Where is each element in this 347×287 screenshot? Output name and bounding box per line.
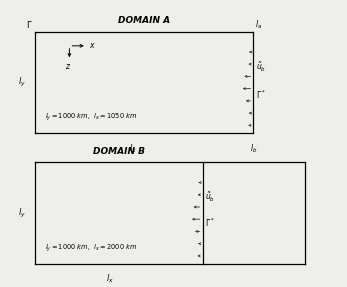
Text: $l_y = 1000$ km,  $l_x = 1050$ km: $l_y = 1000$ km, $l_x = 1050$ km (45, 112, 137, 123)
Text: $l_y$: $l_y$ (18, 76, 26, 89)
Text: $\Gamma^*$: $\Gamma^*$ (205, 217, 215, 230)
Text: $l_x$: $l_x$ (106, 273, 114, 285)
Text: DOMAIN A: DOMAIN A (118, 16, 170, 25)
Text: DOMAIN B: DOMAIN B (93, 147, 145, 156)
Text: $x$: $x$ (89, 41, 96, 50)
Text: $l_y = 1000$ km,  $l_x = 2000$ km: $l_y = 1000$ km, $l_x = 2000$ km (45, 242, 137, 254)
Text: $z$: $z$ (65, 62, 71, 71)
Text: $l_a$: $l_a$ (255, 18, 262, 31)
Text: $l_x$: $l_x$ (129, 142, 137, 155)
Text: $\tilde{u}_b$: $\tilde{u}_b$ (205, 191, 215, 204)
Text: $\Gamma$: $\Gamma$ (26, 19, 33, 30)
Text: $\Gamma^*$: $\Gamma^*$ (256, 88, 266, 101)
Text: $l_y$: $l_y$ (18, 207, 26, 220)
Text: $l_b$: $l_b$ (250, 142, 257, 155)
Text: $\tilde{u}_b$: $\tilde{u}_b$ (256, 61, 266, 74)
